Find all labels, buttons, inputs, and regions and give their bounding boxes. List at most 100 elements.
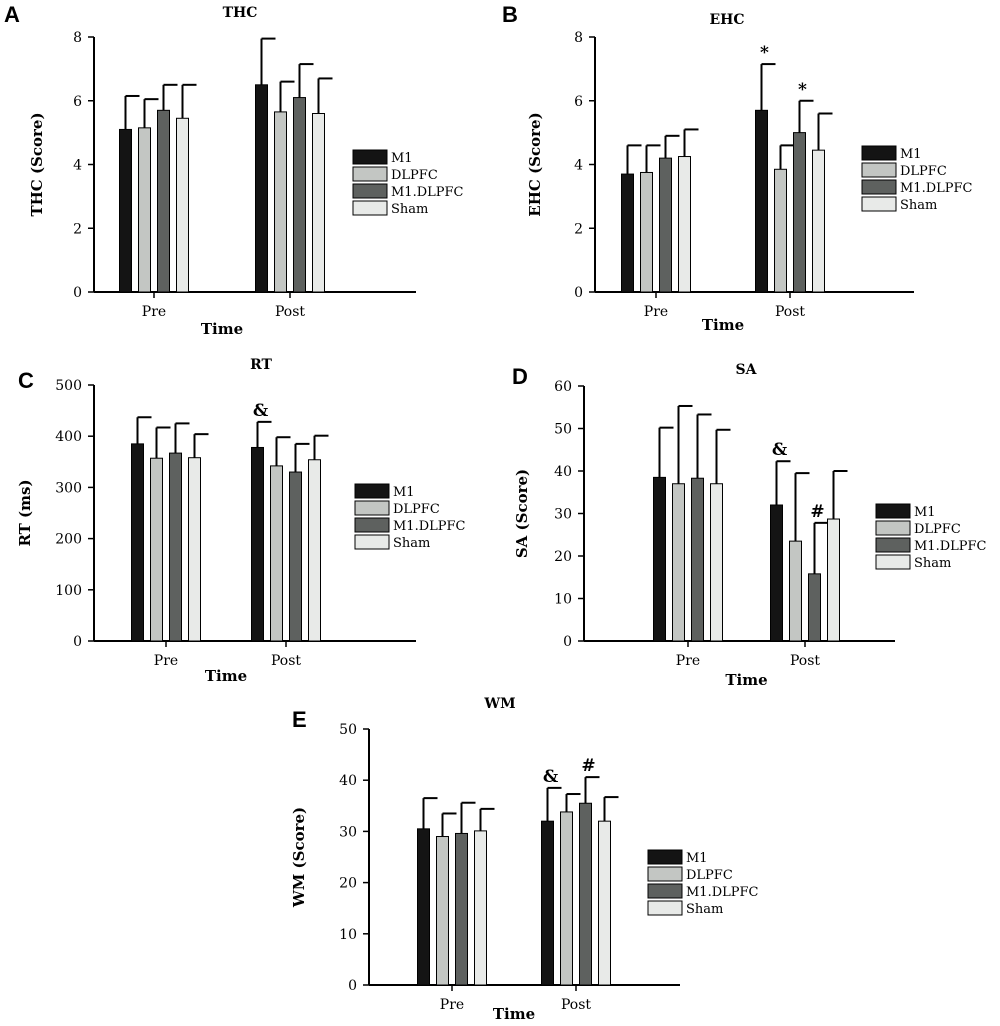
bar-e-sham (474, 830, 487, 986)
legend-swatch-b (861, 145, 897, 161)
legend-label-b: M1 (900, 147, 922, 162)
legend-swatch-d (875, 503, 911, 519)
legend-swatch-a (352, 183, 388, 199)
y-tick-label-d: 60 (554, 379, 572, 395)
bar-a-dlpfc (138, 127, 151, 293)
bar-c-m1 (251, 446, 264, 642)
legend-swatch-c (354, 517, 390, 533)
bar-b-sham (678, 156, 691, 293)
x-tick-label-a: Pre (142, 304, 166, 320)
panel-letter-e: E (292, 707, 307, 732)
legend-c: M1 DLPFC M1.DLPFC Sham (354, 483, 466, 551)
bar-e-m1-dlpfc (579, 802, 592, 986)
legend-d: M1 DLPFC M1.DLPFC Sham (875, 503, 987, 571)
bar-e-dlpfc (436, 836, 449, 986)
panel-title-d: SA (736, 362, 758, 378)
bar-b-m1 (621, 173, 634, 293)
y-tick-label-c: 0 (73, 634, 82, 650)
legend-a: M1 DLPFC M1.DLPFC Sham (352, 149, 464, 217)
panel-c: C RT 0 100 200 300 400 500 RT (ms) Pre Post & Time M1… (16, 357, 466, 685)
bar-c-m1-dlpfc (169, 452, 182, 642)
bar-e-dlpfc (560, 811, 573, 986)
bar-d-m1 (653, 476, 666, 642)
panel-letter-c: C (18, 368, 34, 393)
bar-c-dlpfc (150, 457, 163, 642)
x-axis-label-c: Time (205, 667, 247, 685)
y-tick-label-c: 300 (55, 480, 82, 496)
y-tick-label-a: 6 (73, 94, 82, 110)
bar-c-sham (308, 459, 321, 642)
legend-label-c: M1.DLPFC (393, 519, 466, 534)
legend-label-e: M1.DLPFC (686, 885, 759, 900)
y-tick-label-a: 4 (73, 158, 82, 174)
y-tick-label-d: 10 (554, 592, 572, 608)
y-axis-label-c: RT (ms) (16, 479, 34, 546)
x-tick-label-b: Pre (644, 304, 668, 320)
legend-label-e: DLPFC (686, 868, 733, 883)
bar-c-m1-dlpfc (289, 471, 302, 642)
y-axis-label-b: EHC (Score) (526, 112, 544, 216)
legend-label-e: M1 (686, 851, 708, 866)
y-tick-label-d: 30 (554, 507, 572, 523)
bar-b-dlpfc (774, 168, 787, 293)
y-tick-label-b: 2 (574, 221, 583, 237)
legend-label-c: DLPFC (393, 502, 440, 517)
x-tick-label-a: Post (275, 304, 305, 320)
panel-e: E WM 0 10 20 30 40 50 WM (Score) Pre Post & # Time M1 D… (290, 696, 759, 1023)
y-tick-label-c: 100 (55, 583, 82, 599)
legend-label-a: DLPFC (391, 168, 438, 183)
legend-swatch-e (647, 866, 683, 882)
y-tick-label-c: 200 (55, 532, 82, 548)
legend-swatch-a (352, 200, 388, 216)
y-tick-label-c: 500 (55, 378, 82, 394)
bar-d-m1-dlpfc (691, 477, 704, 642)
legend-label-d: M1 (914, 505, 936, 520)
y-tick-label-e: 40 (339, 773, 357, 789)
y-tick-label-d: 20 (554, 549, 572, 565)
bar-b-dlpfc (640, 171, 653, 293)
y-tick-label-e: 0 (348, 978, 357, 994)
bar-d-sham (827, 518, 840, 642)
panel-title-a: THC (223, 5, 258, 21)
y-tick-label-b: 8 (574, 30, 583, 46)
legend-label-d: DLPFC (914, 522, 961, 537)
x-tick-label-d: Post (790, 653, 820, 669)
bar-b-m1-dlpfc (659, 157, 672, 293)
legend-label-b: M1.DLPFC (900, 181, 973, 196)
bar-a-sham (312, 113, 325, 293)
legend-swatch-a (352, 149, 388, 165)
bar-e-sham (598, 820, 611, 986)
annotation-d: & (772, 440, 788, 460)
bar-d-dlpfc (789, 540, 802, 642)
legend-swatch-c (354, 534, 390, 550)
annotation-e: # (581, 756, 595, 776)
y-tick-label-e: 20 (339, 876, 357, 892)
panel-letter-d: D (512, 364, 528, 389)
legend-swatch-b (861, 162, 897, 178)
legend-label-d: Sham (914, 556, 951, 571)
y-tick-label-e: 10 (339, 927, 357, 943)
legend-swatch-b (861, 179, 897, 195)
bar-e-m1-dlpfc (455, 832, 468, 986)
legend-label-a: M1 (391, 151, 413, 166)
annotation-b: * (798, 80, 807, 100)
bar-b-m1 (755, 109, 768, 293)
x-tick-label-c: Pre (154, 653, 178, 669)
annotation-b: * (760, 43, 769, 63)
legend-label-a: M1.DLPFC (391, 185, 464, 200)
legend-swatch-c (354, 500, 390, 516)
panel-title-b: EHC (709, 12, 744, 28)
y-tick-label-b: 0 (574, 285, 583, 301)
legend-label-e: Sham (686, 902, 723, 917)
bar-d-m1 (770, 504, 783, 642)
bar-a-m1 (255, 84, 268, 293)
legend-label-b: DLPFC (900, 164, 947, 179)
legend-swatch-d (875, 554, 911, 570)
annotation-c: & (253, 401, 269, 421)
y-axis-label-a: THC (Score) (28, 112, 46, 216)
y-tick-label-c: 400 (55, 429, 82, 445)
y-tick-label-e: 50 (339, 722, 357, 738)
x-tick-label-c: Post (271, 653, 301, 669)
y-tick-label-e: 30 (339, 824, 357, 840)
bar-b-m1-dlpfc (793, 132, 806, 293)
